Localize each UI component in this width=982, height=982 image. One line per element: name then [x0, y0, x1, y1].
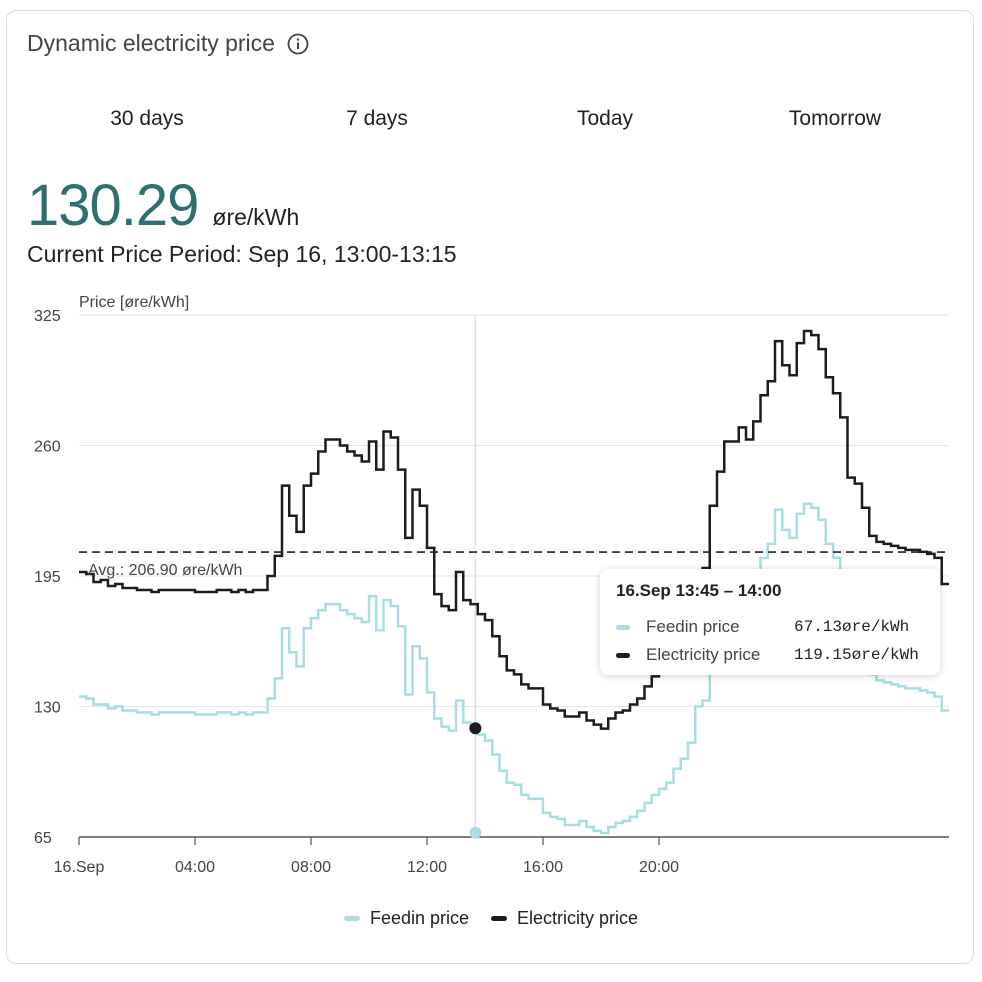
- info-icon[interactable]: [287, 33, 309, 55]
- card-title: Dynamic electricity price: [27, 30, 275, 56]
- legend-label-electricity: Electricity price: [517, 908, 639, 928]
- tooltip-value-feedin: 67.13øre/kWh: [794, 618, 910, 636]
- legend-swatch-feedin: [343, 916, 360, 921]
- legend-item-electricity[interactable]: Electricity price: [491, 908, 638, 929]
- x-tick-label: 16.Sep: [54, 859, 105, 876]
- y-axis-ticks: 325 260 195 130 65: [34, 308, 61, 847]
- chart-legend: Feedin price Electricity price: [0, 908, 982, 929]
- card-header: Dynamic electricity price: [27, 30, 309, 57]
- legend-swatch-electricity: [491, 916, 508, 921]
- range-tabs: 30 days 7 days Today Tomorrow: [0, 104, 982, 144]
- tooltip-name-electricity: Electricity price: [646, 645, 761, 664]
- tooltip-name-feedin: Feedin price: [646, 617, 740, 636]
- y-tick-label: 65: [34, 830, 52, 847]
- current-price-value: 130.29: [27, 173, 199, 238]
- current-price-unit: øre/kWh: [212, 204, 300, 230]
- tooltip-value-electricity: 119.15øre/kWh: [794, 646, 919, 664]
- tooltip-row-feedin: Feedin price 67.13øre/kWh: [616, 613, 924, 641]
- y-axis-label: Price [øre/kWh]: [79, 294, 189, 311]
- y-tick-label: 195: [34, 569, 61, 586]
- x-tick-label: 08:00: [291, 859, 331, 876]
- tooltip-swatch-feedin: [616, 624, 630, 630]
- current-price-period: Current Price Period: Sep 16, 13:00-13:1…: [27, 241, 457, 267]
- tooltip-row-electricity: Electricity price 119.15øre/kWh: [616, 641, 924, 669]
- tab-tomorrow[interactable]: Tomorrow: [788, 107, 882, 130]
- hover-point-electricity: [469, 722, 482, 735]
- tab-today[interactable]: Today: [576, 107, 634, 130]
- x-axis-ticks: 16.Sep 04:00 08:00 12:00 16:00 20:00: [54, 837, 679, 876]
- hover-point-feedin: [469, 826, 482, 839]
- y-tick-label: 325: [34, 308, 61, 325]
- x-tick-label: 16:00: [523, 859, 563, 876]
- tooltip-swatch-electricity: [616, 652, 630, 658]
- x-tick-label: 12:00: [407, 859, 447, 876]
- tab-30-days[interactable]: 30 days: [110, 107, 184, 130]
- series-line-electricity-price[interactable]: [79, 329, 949, 730]
- current-price: 130.29 øre/kWh: [27, 172, 299, 239]
- y-tick-label: 260: [34, 439, 61, 456]
- average-label: Avg.: 206.90 øre/kWh: [88, 562, 242, 579]
- legend-label-feedin: Feedin price: [369, 908, 470, 928]
- tab-7-days[interactable]: 7 days: [346, 107, 408, 130]
- legend-item-feedin[interactable]: Feedin price: [343, 908, 470, 929]
- chart-tooltip: 16.Sep 13:45 – 14:00 Feedin price 67.13ø…: [600, 569, 940, 675]
- y-tick-label: 130: [34, 700, 61, 717]
- grid-lines: [79, 314, 949, 838]
- price-card: [6, 10, 974, 964]
- series-line-feedin-price[interactable]: [79, 502, 949, 835]
- tooltip-title: 16.Sep 13:45 – 14:00: [616, 581, 782, 600]
- x-tick-label: 04:00: [175, 859, 215, 876]
- x-tick-label: 20:00: [639, 859, 679, 876]
